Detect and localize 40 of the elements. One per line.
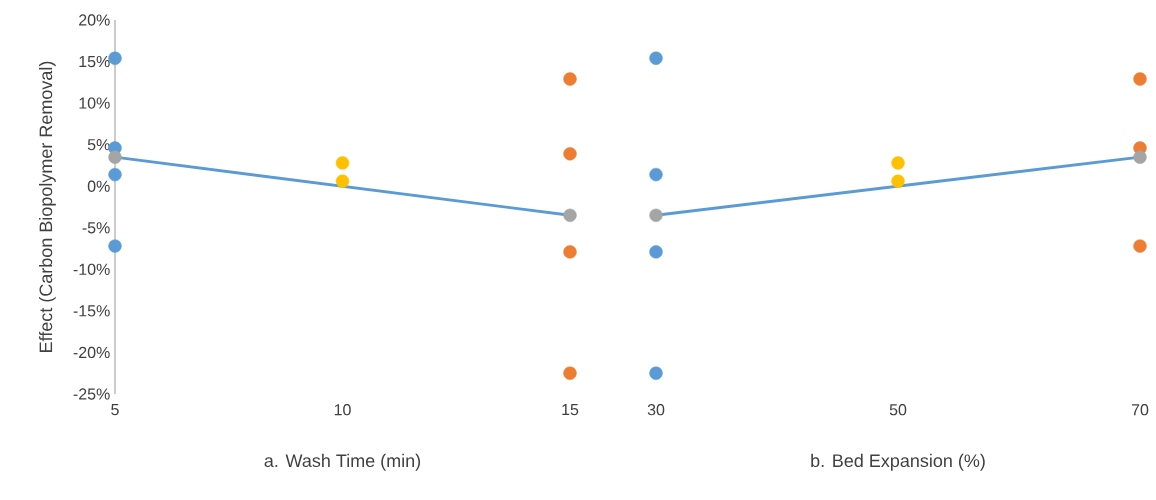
point xyxy=(649,208,663,222)
y-axis-title: Effect (Carbon Biopolymer Removal) xyxy=(39,61,56,352)
point xyxy=(649,245,663,259)
point xyxy=(563,245,577,259)
point xyxy=(335,156,350,170)
x-tick-label: 10 xyxy=(334,404,351,416)
point xyxy=(891,174,905,188)
point xyxy=(649,366,663,380)
y-tick-label: -15% xyxy=(73,305,110,317)
point xyxy=(563,366,577,380)
point xyxy=(108,150,122,164)
y-tick-label: 10% xyxy=(79,97,110,109)
point xyxy=(649,51,663,65)
x-tick-label: 30 xyxy=(647,404,665,416)
point xyxy=(563,72,577,86)
point xyxy=(1133,72,1147,86)
x-tick-label: 5 xyxy=(111,404,119,416)
y-tick-label: -25% xyxy=(73,388,110,400)
point xyxy=(108,51,122,65)
y-tick-label: -5% xyxy=(82,222,110,234)
point xyxy=(1133,239,1147,253)
point xyxy=(108,167,122,182)
point xyxy=(649,167,663,182)
x-tick-label: 15 xyxy=(562,404,579,416)
y-tick-label: 20% xyxy=(79,14,110,26)
point xyxy=(563,208,577,222)
y-tick-label: 5% xyxy=(87,139,110,151)
x-tick-label: 50 xyxy=(889,404,907,416)
point xyxy=(563,147,577,161)
x-axis-title: b. Bed Expansion (%) xyxy=(811,453,985,471)
point xyxy=(1133,150,1147,164)
y-tick-label: 15% xyxy=(79,55,110,68)
point xyxy=(108,239,122,253)
y-tick-label: -20% xyxy=(73,346,110,359)
point xyxy=(891,156,905,170)
y-tick-label: -10% xyxy=(73,263,110,275)
y-tick-label: 0% xyxy=(87,180,110,192)
x-tick-label: 70 xyxy=(1131,404,1149,416)
point xyxy=(335,174,350,188)
x-axis-title: a. Wash Time (min) xyxy=(264,453,421,471)
